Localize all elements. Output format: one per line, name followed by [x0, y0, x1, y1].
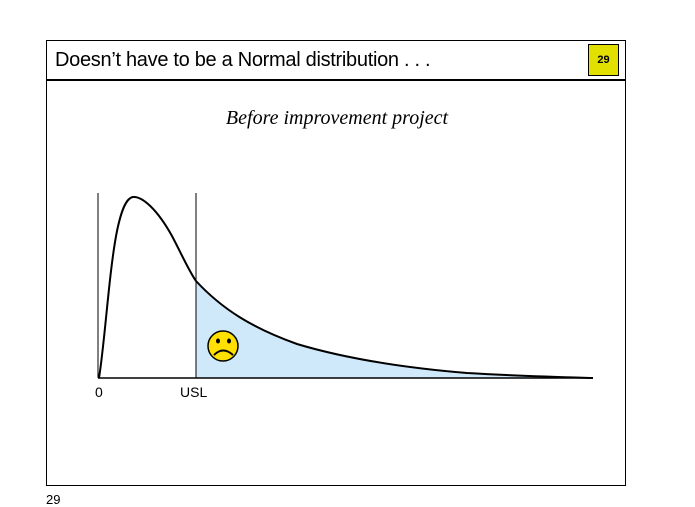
sad-face-icon [207, 330, 239, 362]
slide: Doesn’t have to be a Normal distribution… [46, 40, 626, 486]
footer-page-number: 29 [46, 492, 61, 507]
slide-title: Doesn’t have to be a Normal distribution… [55, 49, 431, 71]
defect-tail-region [196, 281, 593, 378]
diagram-subtitle: Before improvement project [225, 107, 449, 129]
slide-number-badge: 29 [588, 44, 619, 76]
distribution-curve [98, 196, 594, 379]
title-bar: Doesn’t have to be a Normal distribution… [47, 41, 625, 81]
x-label-usl: USL [180, 384, 208, 400]
x-label-zero: 0 [95, 384, 103, 400]
distribution-diagram [97, 193, 594, 379]
